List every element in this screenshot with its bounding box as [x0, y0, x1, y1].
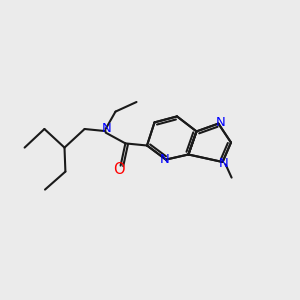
- Text: O: O: [113, 162, 125, 177]
- Text: N: N: [101, 122, 111, 136]
- Text: N: N: [219, 157, 229, 170]
- Text: N: N: [160, 153, 169, 166]
- Text: N: N: [216, 116, 225, 129]
